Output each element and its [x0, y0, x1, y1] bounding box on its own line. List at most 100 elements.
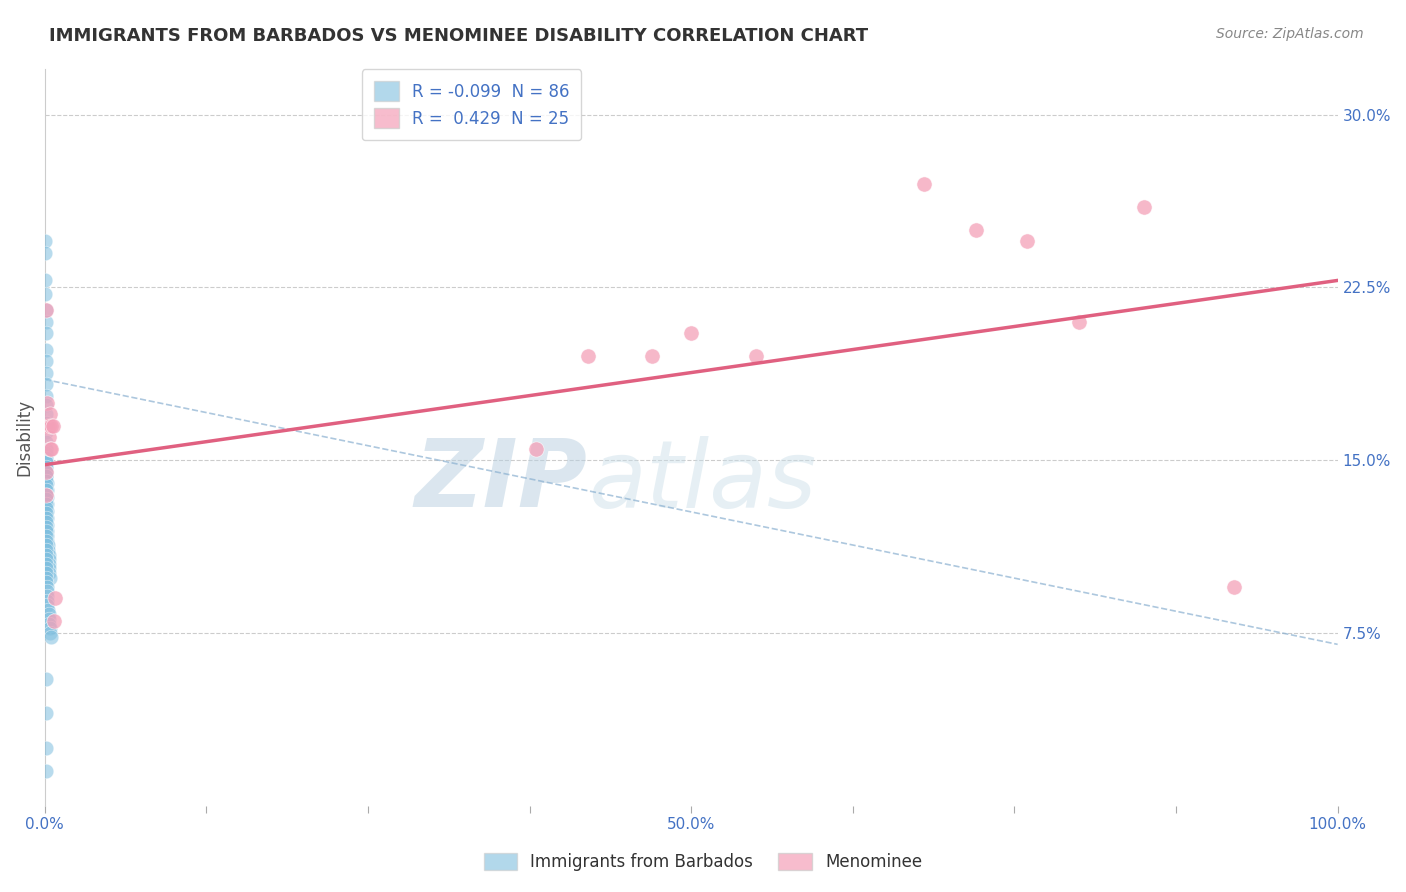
Point: [35, 303, 58, 318]
Point: [35, 354, 58, 368]
Point: [38, 561, 60, 575]
Point: [35, 529, 58, 543]
Point: [35, 326, 58, 341]
Point: [35, 407, 58, 421]
Text: atlas: atlas: [588, 436, 815, 527]
Point: [35, 524, 58, 539]
Point: [35, 460, 58, 475]
Point: [35, 446, 58, 460]
Point: [35, 483, 58, 497]
Point: [39, 442, 62, 456]
Point: [35, 455, 58, 469]
Point: [35, 557, 58, 571]
Legend: R = -0.099  N = 86, R =  0.429  N = 25: R = -0.099 N = 86, R = 0.429 N = 25: [361, 70, 581, 140]
Point: [1223, 580, 1246, 594]
Point: [1017, 234, 1039, 248]
Point: [35, 584, 58, 599]
Point: [37, 593, 59, 607]
Point: [34, 273, 56, 287]
Point: [35, 510, 58, 524]
Point: [34, 234, 56, 248]
Point: [35, 343, 58, 357]
Point: [38, 612, 60, 626]
Point: [35, 469, 58, 483]
Point: [745, 350, 768, 364]
Point: [37, 598, 59, 612]
Point: [34, 245, 56, 260]
Point: [35, 455, 58, 469]
Point: [37, 538, 59, 552]
Point: [38, 566, 60, 580]
Point: [35, 449, 58, 463]
Point: [35, 492, 58, 507]
Point: [44, 591, 66, 606]
Point: [35, 764, 58, 778]
Point: [37, 395, 59, 409]
Point: [35, 566, 58, 580]
Point: [35, 450, 58, 465]
Point: [35, 501, 58, 516]
Point: [39, 442, 62, 456]
Point: [37, 418, 59, 433]
Point: [35, 478, 58, 492]
Text: Source: ZipAtlas.com: Source: ZipAtlas.com: [1216, 27, 1364, 41]
Point: [576, 350, 599, 364]
Point: [35, 506, 58, 520]
Point: [35, 520, 58, 534]
Point: [38, 548, 60, 562]
Point: [37, 529, 59, 543]
Point: [35, 580, 58, 594]
Point: [524, 442, 547, 456]
Point: [39, 625, 62, 640]
Point: [35, 388, 58, 402]
Point: [35, 442, 58, 456]
Point: [35, 543, 58, 558]
Point: [37, 589, 59, 603]
Point: [35, 315, 58, 329]
Point: [35, 488, 58, 502]
Point: [37, 517, 59, 532]
Legend: Immigrants from Barbados, Menominee: Immigrants from Barbados, Menominee: [475, 845, 931, 880]
Point: [35, 561, 58, 575]
Point: [35, 533, 58, 548]
Point: [37, 510, 59, 524]
Point: [35, 476, 58, 491]
Point: [35, 469, 58, 483]
Point: [35, 490, 58, 504]
Point: [35, 474, 58, 488]
Point: [39, 407, 62, 421]
Point: [37, 497, 59, 511]
Point: [35, 416, 58, 430]
Point: [35, 465, 58, 479]
Point: [35, 497, 58, 511]
Point: [35, 516, 58, 530]
Point: [38, 616, 60, 631]
Point: [35, 434, 58, 449]
Point: [39, 621, 62, 635]
Point: [34, 303, 56, 318]
Point: [38, 607, 60, 622]
Point: [35, 488, 58, 502]
Point: [35, 377, 58, 392]
Point: [37, 524, 59, 539]
Point: [35, 398, 58, 412]
Point: [965, 223, 987, 237]
Point: [641, 350, 664, 364]
Text: IMMIGRANTS FROM BARBADOS VS MENOMINEE DISABILITY CORRELATION CHART: IMMIGRANTS FROM BARBADOS VS MENOMINEE DI…: [49, 27, 869, 45]
Point: [35, 465, 58, 479]
Point: [35, 483, 58, 497]
Point: [39, 418, 62, 433]
Point: [38, 557, 60, 571]
Point: [35, 425, 58, 440]
Point: [35, 672, 58, 686]
Point: [37, 504, 59, 518]
Point: [35, 575, 58, 590]
Point: [39, 570, 62, 584]
Point: [35, 538, 58, 552]
Point: [38, 552, 60, 566]
Point: [41, 418, 63, 433]
Point: [681, 326, 703, 341]
Point: [35, 706, 58, 721]
Point: [39, 631, 62, 645]
Point: [37, 543, 59, 558]
